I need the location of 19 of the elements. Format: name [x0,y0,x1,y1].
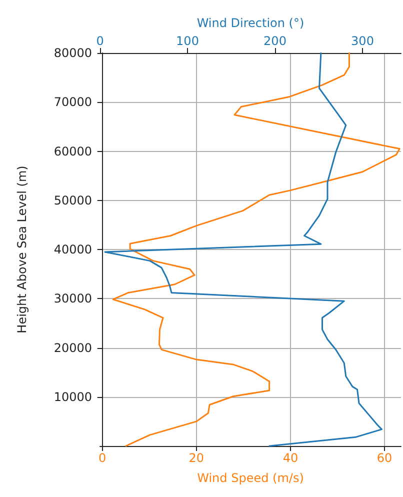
x2-axis-title: Wind Direction (°) [196,16,304,30]
y-tick-label: 30000 [54,292,92,306]
x-tick-label: 40 [282,451,298,465]
x2-tick-label: 100 [176,34,199,48]
x-tick-label: 60 [376,451,392,465]
x-tick-label: 0 [98,451,106,465]
y-tick-label: 60000 [54,144,92,158]
x2-tick-label: 0 [96,34,104,48]
x-axis-title: Wind Speed (m/s) [197,471,304,485]
y-tick-label: 20000 [54,340,92,355]
y-tick-label: 40000 [54,242,92,256]
y-tick-label: 70000 [54,95,92,110]
y-tick-label: 80000 [54,46,92,60]
x-tick-label: 20 [188,451,204,465]
x2-tick-label: 200 [264,34,286,48]
x2-tick-label: 300 [351,34,374,48]
y-tick-label: 10000 [54,390,92,404]
y-tick-label: 50000 [54,193,92,208]
y-axis-title: Height Above Sea Level (m) [15,166,29,334]
